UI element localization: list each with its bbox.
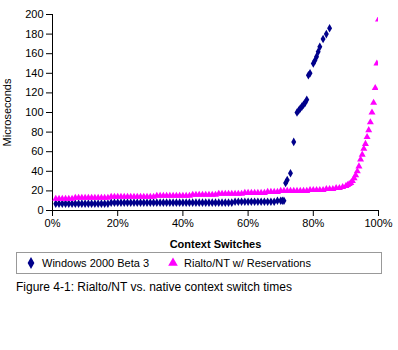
svg-text:200: 200 [25,8,43,20]
svg-text:20: 20 [31,184,43,196]
svg-text:140: 140 [25,67,43,79]
svg-text:100: 100 [25,106,43,118]
html-text:Windows 2000 Beta 3: Windows 2000 Beta 3 [42,257,149,269]
svg-text:100%: 100% [364,217,392,229]
svg-text:40%: 40% [172,217,194,229]
html-text:Rialto/NT w/ Reservations: Rialto/NT w/ Reservations [184,257,311,269]
svg-text:160: 160 [25,47,43,59]
svg-text:Microseconds: Microseconds [1,78,13,146]
svg-text:Context Switches: Context Switches [170,238,262,250]
svg-text:120: 120 [25,86,43,98]
svg-text:60%: 60% [237,217,259,229]
svg-text:40: 40 [31,165,43,177]
svg-text:0%: 0% [45,217,61,229]
svg-text:60: 60 [31,145,43,157]
svg-text:80: 80 [31,126,43,138]
html-text:Figure 4-1: Rialto/NT vs. nati: Figure 4-1: Rialto/NT vs. native context… [16,280,292,294]
svg-text:20%: 20% [107,217,129,229]
svg-text:180: 180 [25,28,43,40]
svg-text:80%: 80% [302,217,324,229]
svg-text:0: 0 [37,204,43,216]
